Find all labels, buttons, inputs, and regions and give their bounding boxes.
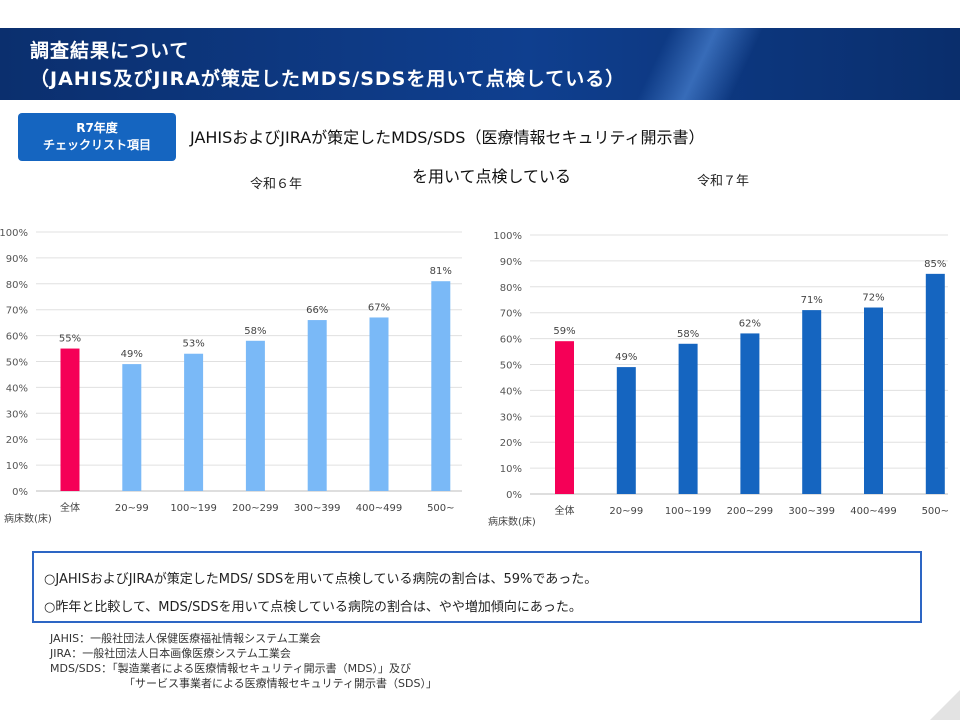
y-tick-label: 40% xyxy=(6,383,28,394)
bar-chart-r7: 0% 10% 20% 30% 40% 50% 60% 70% 80% 90% 100% 59% 全体 49… xyxy=(488,231,949,528)
summary-box: ○JAHISおよびJIRAが策定したMDS/ SDSを用いて点検している病院の割… xyxy=(32,551,922,623)
summary-line1: ○JAHISおよびJIRAが策定したMDS/ SDSを用いて点検している病院の割… xyxy=(44,572,598,587)
footnote-mds-sds-cont: 「サービス事業者による医療情報セキュリティ開示書（SDS）」 xyxy=(124,677,437,690)
x-tick-label: 500~ xyxy=(427,503,454,514)
data-label: 55% xyxy=(59,334,81,345)
x-axis-label: 病床数(床) xyxy=(4,512,52,525)
y-tick-label: 90% xyxy=(500,257,522,268)
check-item-heading: JAHISおよびJIRAが策定したMDS/SDS（医療情報セキュリティ開示書） xyxy=(190,128,705,147)
bar xyxy=(864,307,883,494)
x-tick-label: 300~399 xyxy=(788,506,835,517)
x-tick-label: 400~499 xyxy=(850,506,897,517)
y-tick-label: 10% xyxy=(6,461,28,472)
bar xyxy=(122,364,142,491)
x-tick-label: 500~ xyxy=(922,506,949,517)
data-label: 81% xyxy=(430,266,452,277)
bar xyxy=(802,310,822,494)
y-tick-label: 30% xyxy=(500,412,522,423)
data-label: 53% xyxy=(182,339,204,350)
bar xyxy=(184,353,204,491)
chart-r6-title: 令和６年 xyxy=(250,177,303,192)
y-tick-label: 0% xyxy=(12,487,28,498)
x-tick-label: 20~99 xyxy=(609,506,643,517)
y-tick-label: 10% xyxy=(500,464,522,475)
y-tick-label: 70% xyxy=(500,309,522,320)
chart-r7-title: 令和７年 xyxy=(697,174,750,189)
bar xyxy=(245,340,265,491)
x-tick-label: 100~199 xyxy=(170,503,217,514)
footnote-jira: JIRA：一般社団法人日本画像医療システム工業会 xyxy=(50,647,291,660)
x-tick-label: 200~299 xyxy=(727,506,774,517)
header-title-line2: （JAHIS及びJIRAが策定したMDS/SDSを用いて点検している） xyxy=(30,68,626,90)
data-label: 62% xyxy=(739,318,761,329)
x-tick-label: 300~399 xyxy=(294,503,341,514)
bar xyxy=(60,348,80,491)
bar xyxy=(616,367,636,494)
y-tick-label: 20% xyxy=(6,435,28,446)
data-label: 58% xyxy=(244,326,266,337)
badge-line1: R7年度 xyxy=(76,121,118,135)
y-tick-label: 100% xyxy=(0,228,28,239)
y-tick-label: 80% xyxy=(6,280,28,291)
header-banner: 調査結果について （JAHIS及びJIRAが策定したMDS/SDSを用いて点検し… xyxy=(0,28,960,100)
x-tick-label: 全体 xyxy=(60,501,80,514)
x-tick-label: 20~99 xyxy=(115,503,149,514)
data-label: 49% xyxy=(615,352,637,363)
bar xyxy=(555,341,574,494)
bar xyxy=(678,343,698,494)
corner-decoration xyxy=(930,690,960,720)
data-label: 66% xyxy=(306,305,328,316)
y-tick-label: 100% xyxy=(493,231,522,242)
header-decoration xyxy=(600,28,800,100)
y-tick-label: 90% xyxy=(6,254,28,265)
x-tick-label: 全体 xyxy=(555,504,575,517)
y-tick-label: 40% xyxy=(500,386,522,397)
data-label: 58% xyxy=(677,329,699,340)
bar-chart-r6: 0% 10% 20% 30% 40% 50% 60% 70% 80% 90% 100% 55% 全体 49… xyxy=(0,228,462,525)
bar xyxy=(925,273,945,494)
bar xyxy=(369,317,389,491)
y-tick-label: 20% xyxy=(500,438,522,449)
check-item-heading-cont: を用いて点検している xyxy=(412,167,572,186)
footnotes: JAHIS：一般社団法人保健医療福祉情報システム工業会 JIRA：一般社団法人日… xyxy=(50,631,437,691)
y-tick-label: 50% xyxy=(6,358,28,369)
y-tick-label: 60% xyxy=(6,332,28,343)
y-tick-label: 30% xyxy=(6,409,28,420)
bar xyxy=(431,281,451,491)
x-tick-label: 400~499 xyxy=(356,503,403,514)
y-tick-label: 70% xyxy=(6,306,28,317)
data-label: 72% xyxy=(862,293,884,304)
y-tick-label: 60% xyxy=(500,335,522,346)
data-label: 49% xyxy=(121,349,143,360)
x-tick-label: 100~199 xyxy=(665,506,712,517)
summary-line2: ○昨年と比較して、MDS/SDSを用いて点検している病院の割合は、やや増加傾向に… xyxy=(44,600,582,615)
header-title-line1: 調査結果について xyxy=(30,40,190,62)
data-label: 67% xyxy=(368,302,390,313)
footnote-mds-sds: MDS/SDS：「製造業者による医療情報セキュリティ開示書（MDS）」及び xyxy=(50,662,412,675)
badge-line2: チェックリスト項目 xyxy=(42,138,151,152)
bar xyxy=(307,320,327,491)
x-axis-label: 病床数(床) xyxy=(488,515,536,528)
data-label: 59% xyxy=(553,326,575,337)
y-tick-label: 50% xyxy=(500,361,522,372)
checklist-badge: R7年度 チェックリスト項目 xyxy=(18,113,176,161)
y-tick-label: 0% xyxy=(506,490,522,501)
data-label: 71% xyxy=(801,295,823,306)
bar xyxy=(740,333,760,494)
data-label: 85% xyxy=(924,259,946,270)
x-tick-label: 200~299 xyxy=(232,503,279,514)
y-tick-label: 80% xyxy=(500,283,522,294)
footnote-jahis: JAHIS：一般社団法人保健医療福祉情報システム工業会 xyxy=(50,632,321,645)
